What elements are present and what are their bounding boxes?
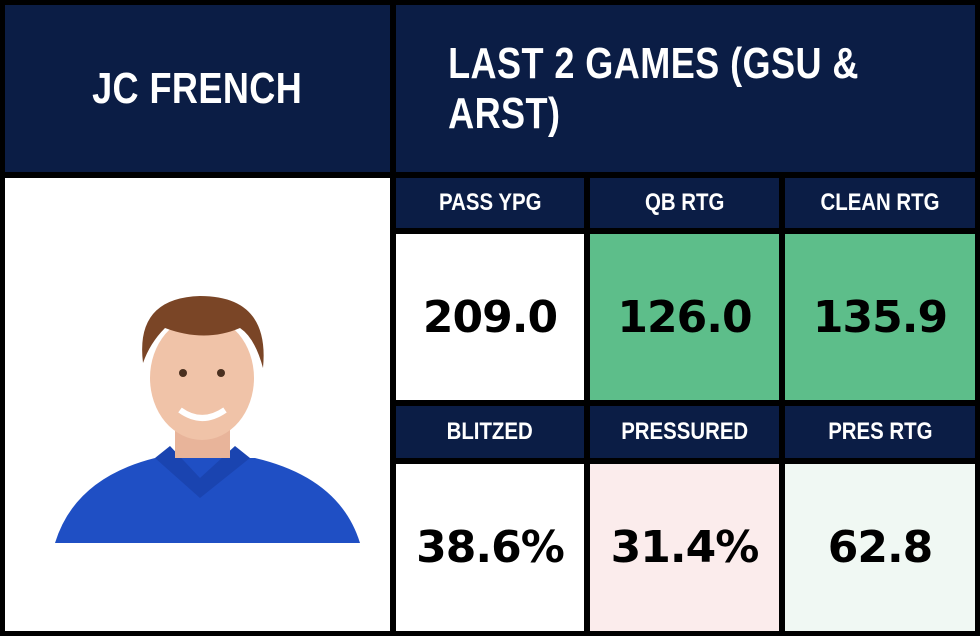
- stat-value-text: 126.0: [617, 291, 752, 343]
- stat-value-text: 31.4%: [610, 522, 760, 573]
- stat-value: 31.4%: [590, 464, 779, 631]
- stat-value: 38.6%: [396, 464, 584, 631]
- stat-label: BLITZED: [396, 406, 584, 458]
- stat-value: 135.9: [785, 234, 975, 400]
- stat-label: PRESSURED: [590, 406, 779, 458]
- hair: [142, 296, 264, 368]
- title-header: LAST 2 GAMES (GSU & ARST): [396, 5, 975, 172]
- stat-label-text: PRESSURED: [621, 418, 748, 445]
- stat-value: 126.0: [590, 234, 779, 400]
- player-header: JC FRENCH: [5, 5, 390, 172]
- player-name: JC FRENCH: [92, 63, 303, 113]
- stat-label-text: PASS YPG: [438, 189, 542, 216]
- stat-label-text: CLEAN RTG: [820, 189, 940, 216]
- stat-value-text: 209.0: [422, 291, 558, 343]
- title: LAST 2 GAMES (GSU & ARST): [448, 38, 859, 138]
- face: [150, 316, 254, 440]
- eye: [217, 369, 225, 377]
- stat-label: PRES RTG: [785, 406, 975, 458]
- photo-drawing: [55, 296, 360, 543]
- stat-label: CLEAN RTG: [785, 178, 975, 228]
- shirt: [55, 458, 360, 543]
- stat-label-text: PRES RTG: [827, 418, 933, 445]
- stat-label-text: QB RTG: [644, 189, 725, 216]
- stat-value: 209.0: [396, 234, 584, 400]
- stat-value-text: 62.8: [827, 522, 934, 573]
- collar: [155, 446, 250, 498]
- stat-value-text: 38.6%: [416, 522, 565, 573]
- stat-value: 62.8: [785, 464, 975, 631]
- player-photo: [5, 178, 390, 631]
- stat-label: QB RTG: [590, 178, 779, 228]
- stat-label-text: BLITZED: [446, 418, 534, 445]
- stat-label: PASS YPG: [396, 178, 584, 228]
- eye: [179, 369, 187, 377]
- smile: [178, 407, 227, 421]
- stat-value-text: 135.9: [812, 291, 948, 343]
